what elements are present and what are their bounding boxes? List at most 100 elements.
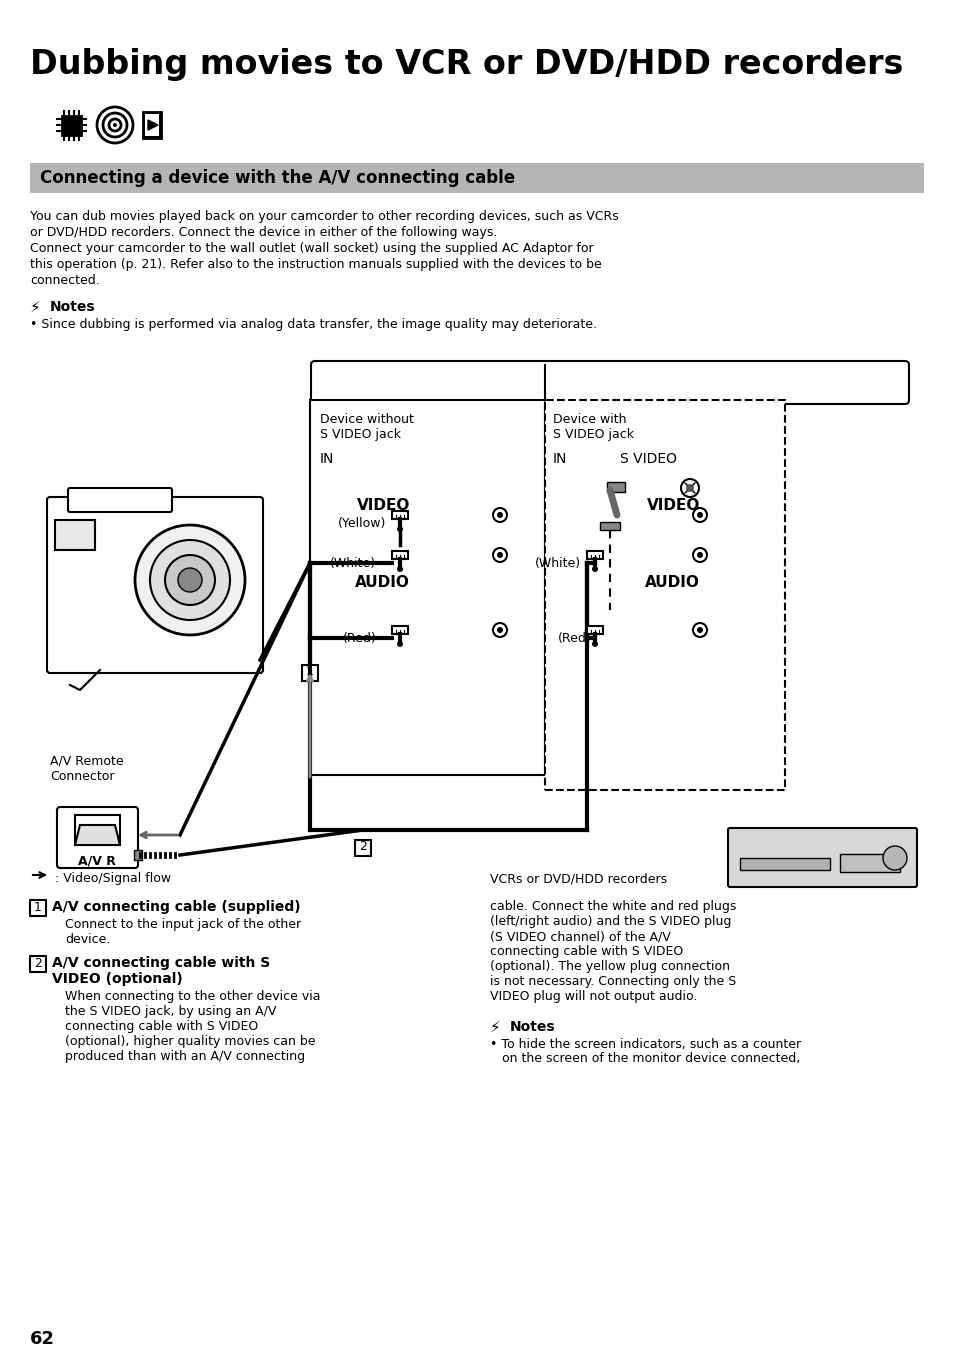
Text: (Yellow): (Yellow) bbox=[337, 517, 386, 531]
FancyBboxPatch shape bbox=[57, 807, 138, 868]
Bar bbox=[302, 665, 317, 681]
Circle shape bbox=[685, 484, 693, 493]
Polygon shape bbox=[75, 825, 120, 845]
Circle shape bbox=[692, 548, 706, 562]
Text: on the screen of the monitor device connected,: on the screen of the monitor device conn… bbox=[490, 1052, 800, 1065]
Text: S VIDEO: S VIDEO bbox=[619, 452, 677, 465]
Bar bbox=[55, 520, 95, 550]
Circle shape bbox=[697, 627, 702, 632]
Text: S VIDEO jack: S VIDEO jack bbox=[553, 427, 634, 441]
Bar bbox=[30, 900, 46, 916]
Text: VIDEO: VIDEO bbox=[356, 498, 410, 513]
Text: A/V connecting cable (supplied): A/V connecting cable (supplied) bbox=[52, 900, 300, 915]
Text: Notes: Notes bbox=[510, 1020, 555, 1034]
Bar bbox=[30, 955, 46, 972]
Text: (White): (White) bbox=[535, 556, 580, 570]
Circle shape bbox=[697, 552, 702, 558]
Text: device.: device. bbox=[65, 934, 111, 946]
Text: Connect your camcorder to the wall outlet (wall socket) using the supplied AC Ad: Connect your camcorder to the wall outle… bbox=[30, 242, 593, 255]
Circle shape bbox=[150, 540, 230, 620]
Circle shape bbox=[497, 627, 502, 632]
Bar bbox=[145, 114, 159, 136]
Circle shape bbox=[592, 566, 598, 573]
Bar bbox=[355, 840, 371, 856]
Text: AUDIO: AUDIO bbox=[644, 575, 700, 590]
Text: or DVD/HDD recorders. Connect the device in either of the following ways.: or DVD/HDD recorders. Connect the device… bbox=[30, 227, 497, 239]
FancyBboxPatch shape bbox=[47, 497, 263, 673]
Circle shape bbox=[680, 479, 699, 497]
Text: Dubbing movies to VCR or DVD/HDD recorders: Dubbing movies to VCR or DVD/HDD recorde… bbox=[30, 47, 902, 81]
Text: • To hide the screen indicators, such as a counter: • To hide the screen indicators, such as… bbox=[490, 1038, 801, 1052]
Circle shape bbox=[493, 623, 506, 636]
Bar bbox=[133, 849, 142, 860]
Bar bbox=[392, 626, 408, 634]
Bar bbox=[840, 854, 899, 873]
Text: S VIDEO jack: S VIDEO jack bbox=[319, 427, 400, 441]
Text: IN: IN bbox=[553, 452, 567, 465]
Circle shape bbox=[396, 566, 402, 573]
Text: 2: 2 bbox=[34, 957, 42, 970]
Text: (Red): (Red) bbox=[343, 632, 376, 645]
Text: A/V R: A/V R bbox=[78, 855, 116, 868]
Bar bbox=[63, 115, 81, 134]
Circle shape bbox=[882, 845, 906, 870]
Circle shape bbox=[493, 508, 506, 522]
Text: the S VIDEO jack, by using an A/V: the S VIDEO jack, by using an A/V bbox=[65, 1006, 276, 1018]
Circle shape bbox=[692, 623, 706, 636]
Text: cable. Connect the white and red plugs: cable. Connect the white and red plugs bbox=[490, 900, 736, 913]
Circle shape bbox=[135, 525, 245, 635]
Text: produced than with an A/V connecting: produced than with an A/V connecting bbox=[65, 1050, 305, 1063]
Bar bbox=[143, 113, 161, 138]
Bar bbox=[586, 626, 602, 634]
Bar bbox=[740, 858, 829, 870]
Circle shape bbox=[497, 512, 502, 518]
Text: connecting cable with S VIDEO: connecting cable with S VIDEO bbox=[490, 944, 682, 958]
Text: 1: 1 bbox=[306, 665, 314, 678]
Circle shape bbox=[592, 641, 598, 647]
Bar bbox=[586, 551, 602, 559]
Text: VIDEO: VIDEO bbox=[646, 498, 700, 513]
Text: Notes: Notes bbox=[50, 300, 95, 313]
Circle shape bbox=[112, 123, 117, 128]
FancyBboxPatch shape bbox=[68, 489, 172, 512]
Bar bbox=[75, 816, 120, 845]
Text: connecting cable with S VIDEO: connecting cable with S VIDEO bbox=[65, 1020, 258, 1033]
Text: (optional), higher quality movies can be: (optional), higher quality movies can be bbox=[65, 1035, 315, 1048]
Text: (Red): (Red) bbox=[558, 632, 591, 645]
Circle shape bbox=[692, 508, 706, 522]
Circle shape bbox=[396, 527, 402, 532]
Text: ⚡: ⚡ bbox=[490, 1020, 500, 1035]
Text: A/V connecting cable with S: A/V connecting cable with S bbox=[52, 955, 270, 970]
Circle shape bbox=[396, 641, 402, 647]
Text: VIDEO plug will not output audio.: VIDEO plug will not output audio. bbox=[490, 991, 697, 1003]
Circle shape bbox=[697, 512, 702, 518]
Bar bbox=[544, 400, 784, 790]
Text: When connecting to the other device via: When connecting to the other device via bbox=[65, 991, 320, 1003]
Text: 2: 2 bbox=[358, 840, 367, 854]
Text: A/V Remote
Connector: A/V Remote Connector bbox=[50, 754, 124, 783]
Text: (optional). The yellow plug connection: (optional). The yellow plug connection bbox=[490, 959, 729, 973]
Bar bbox=[392, 512, 408, 518]
Text: (left/right audio) and the S VIDEO plug: (left/right audio) and the S VIDEO plug bbox=[490, 915, 731, 928]
Text: Connect to the input jack of the other: Connect to the input jack of the other bbox=[65, 917, 301, 931]
Text: ⚡: ⚡ bbox=[30, 300, 41, 315]
Circle shape bbox=[178, 569, 202, 592]
Circle shape bbox=[493, 548, 506, 562]
Text: 62: 62 bbox=[30, 1330, 55, 1348]
Text: Device with: Device with bbox=[553, 413, 626, 426]
Text: You can dub movies played back on your camcorder to other recording devices, suc: You can dub movies played back on your c… bbox=[30, 210, 618, 223]
FancyBboxPatch shape bbox=[727, 828, 916, 887]
Text: is not necessary. Connecting only the S: is not necessary. Connecting only the S bbox=[490, 974, 736, 988]
Circle shape bbox=[165, 555, 214, 605]
Text: this operation (p. 21). Refer also to the instruction manuals supplied with the : this operation (p. 21). Refer also to th… bbox=[30, 258, 601, 271]
Text: connected.: connected. bbox=[30, 274, 100, 286]
FancyBboxPatch shape bbox=[311, 361, 908, 404]
Text: AUDIO: AUDIO bbox=[355, 575, 410, 590]
Bar bbox=[606, 482, 624, 493]
Text: Connecting a device with the A/V connecting cable: Connecting a device with the A/V connect… bbox=[40, 170, 515, 187]
Text: Device without: Device without bbox=[319, 413, 414, 426]
Text: IN: IN bbox=[319, 452, 334, 465]
Text: • Since dubbing is performed via analog data transfer, the image quality may det: • Since dubbing is performed via analog … bbox=[30, 318, 597, 331]
Text: : Video/Signal flow: : Video/Signal flow bbox=[55, 873, 171, 885]
Text: VIDEO (optional): VIDEO (optional) bbox=[52, 972, 183, 987]
